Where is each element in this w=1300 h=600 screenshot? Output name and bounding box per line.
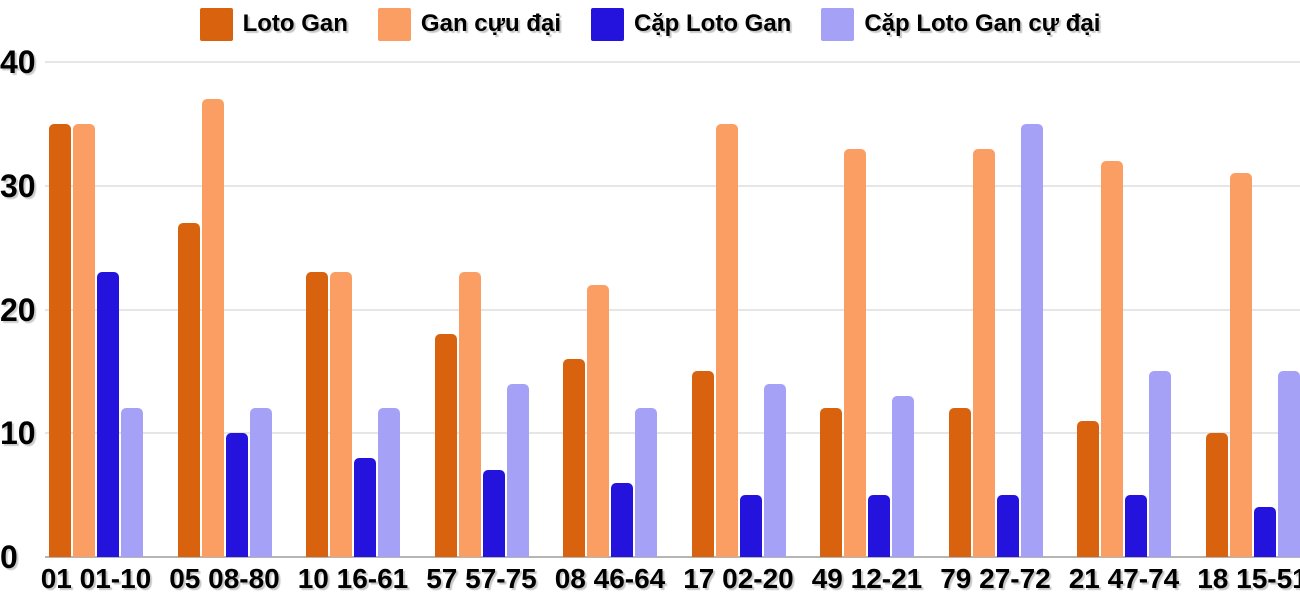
bar-cặp-loto-gan[interactable]: [611, 483, 633, 557]
legend-label: Gan cựu đại: [420, 10, 561, 37]
gridline: [45, 308, 1300, 311]
bar-cặp-loto-gan-cự-đại[interactable]: [506, 384, 529, 557]
bar-gan-cựu-đại[interactable]: [844, 149, 866, 557]
x-axis-tick-label: 01 01-10: [40, 563, 152, 594]
bar-gan-cựu-đại[interactable]: [1101, 161, 1123, 557]
bar-gan-cựu-đại[interactable]: [458, 272, 481, 557]
x-axis-tick-label: 05 08-80: [169, 563, 280, 594]
bar-cặp-loto-gan[interactable]: [354, 458, 376, 557]
x-axis-baseline: [45, 556, 1300, 558]
bar-group-18-15-51: [1205, 62, 1300, 557]
bar-cặp-loto-gan-cự-đại[interactable]: [378, 408, 400, 557]
legend: Loto Gan Gan cựu đại Cặp Loto Gan Cặp Loto …: [0, 6, 1300, 42]
gridline: [45, 432, 1300, 435]
bar-cặp-loto-gan-cự-đại[interactable]: [635, 408, 657, 557]
x-axis-tick-label: 08 46-64: [554, 563, 666, 594]
bar-loto-gan[interactable]: [1077, 421, 1099, 557]
y-axis-tick-label: 30: [0, 167, 36, 204]
bar-cặp-loto-gan[interactable]: [739, 495, 762, 557]
bar-cặp-loto-gan[interactable]: [996, 495, 1019, 557]
bar-gan-cựu-đại[interactable]: [587, 285, 609, 557]
legend-label: Cặp Loto Gan: [634, 10, 792, 37]
y-axis-tick-label: 10: [0, 415, 36, 452]
y-axis-tick-label: 40: [0, 44, 36, 80]
legend-swatch-icon: [377, 7, 411, 41]
legend-swatch-icon: [591, 7, 624, 41]
bar-cặp-loto-gan-cự-đại[interactable]: [121, 408, 143, 557]
bar-cặp-loto-gan-cự-đại[interactable]: [1020, 124, 1043, 557]
bar-gan-cựu-đại[interactable]: [201, 99, 224, 557]
gridline: [45, 184, 1300, 187]
bar-loto-gan[interactable]: [434, 334, 457, 557]
bar-group-79-27-72: [948, 62, 1043, 557]
bar-cặp-loto-gan[interactable]: [482, 470, 505, 557]
bar-loto-gan[interactable]: [948, 408, 971, 557]
legend-swatch-icon: [199, 7, 233, 41]
bar-loto-gan[interactable]: [49, 124, 71, 557]
bar-loto-gan[interactable]: [563, 359, 585, 557]
bar-cặp-loto-gan-cự-đại[interactable]: [249, 408, 272, 557]
bar-cặp-loto-gan[interactable]: [1253, 507, 1276, 557]
bar-gan-cựu-đại[interactable]: [715, 124, 738, 557]
legend-swatch-icon: [821, 7, 855, 41]
bar-cặp-loto-gan-cự-đại[interactable]: [1149, 371, 1171, 557]
bar-group-01-01-10: [49, 62, 143, 557]
bar-cặp-loto-gan-cự-đại[interactable]: [1277, 371, 1300, 557]
y-axis-tick-label: 20: [0, 291, 36, 328]
x-axis-tick-label: 10 16-61: [297, 563, 409, 594]
bar-loto-gan[interactable]: [1205, 433, 1228, 557]
legend-item-2[interactable]: Gan cựu đại: [377, 7, 561, 41]
bar-group-49-12-21: [820, 62, 914, 557]
legend-label: Cặp Loto Gan cự đại: [864, 10, 1101, 37]
bar-loto-gan[interactable]: [177, 223, 200, 557]
legend-item-1[interactable]: Loto Gan: [199, 7, 348, 41]
legend-item-4[interactable]: Cặp Loto Gan cự đại: [821, 7, 1101, 41]
bar-group-10-16-61: [306, 62, 400, 557]
bar-gan-cựu-đại[interactable]: [330, 272, 352, 557]
x-axis-tick-label: 79 27-72: [940, 563, 1051, 594]
bar-gan-cựu-đại[interactable]: [1229, 173, 1252, 557]
bar-cặp-loto-gan[interactable]: [225, 433, 248, 557]
legend-item-3[interactable]: Cặp Loto Gan: [591, 7, 792, 41]
x-axis-tick-label: 18 15-51: [1197, 563, 1300, 594]
x-axis-tick-label: 21 47-74: [1068, 563, 1180, 594]
bar-gan-cựu-đại[interactable]: [972, 149, 995, 557]
bar-cặp-loto-gan-cự-đại[interactable]: [763, 384, 786, 557]
bar-cặp-loto-gan[interactable]: [97, 272, 119, 557]
bar-cặp-loto-gan[interactable]: [1125, 495, 1147, 557]
bar-group-57-57-75: [434, 62, 529, 557]
legend-label: Loto Gan: [242, 10, 348, 37]
bar-group-05-08-80: [177, 62, 272, 557]
y-axis-tick-label: 0: [0, 539, 18, 575]
gridline: [45, 61, 1300, 63]
bar-cặp-loto-gan[interactable]: [868, 495, 890, 557]
bar-loto-gan[interactable]: [820, 408, 842, 557]
bar-group-17-02-20: [691, 62, 786, 557]
x-axis-tick-label: 57 57-75: [426, 563, 537, 594]
bar-gan-cựu-đại[interactable]: [73, 124, 95, 557]
bar-cặp-loto-gan-cự-đại[interactable]: [892, 396, 914, 557]
x-axis-tick-label: 17 02-20: [683, 563, 794, 594]
x-axis-tick-label: 49 12-21: [811, 563, 923, 594]
bar-group-08-46-64: [563, 62, 657, 557]
bar-loto-gan[interactable]: [691, 371, 714, 557]
bar-loto-gan[interactable]: [306, 272, 328, 557]
bar-group-21-47-74: [1077, 62, 1171, 557]
